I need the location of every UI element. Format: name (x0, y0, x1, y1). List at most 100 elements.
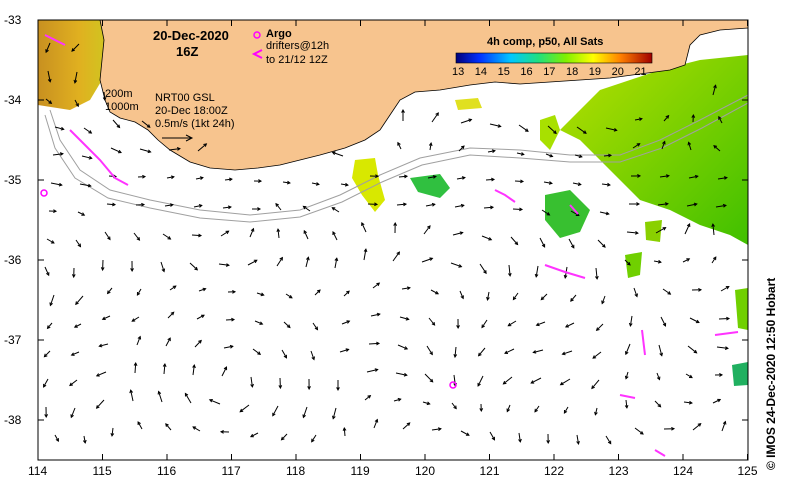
current-vector-head (332, 415, 336, 420)
current-vector (713, 145, 721, 152)
current-vector (45, 98, 52, 104)
current-vector-head (170, 311, 175, 316)
current-vector (281, 349, 287, 359)
map-date-label: 20-Dec-2020 (153, 28, 229, 43)
current-vector (711, 256, 717, 264)
current-vector (303, 205, 311, 212)
current-vector (74, 99, 79, 107)
current-vector-head (396, 251, 401, 256)
current-vector (518, 124, 529, 132)
argo-float-marker (449, 381, 457, 389)
current-vector-head (376, 282, 381, 287)
current-vector-head (534, 408, 538, 413)
current-vector-head (427, 225, 431, 229)
current-vector (601, 183, 610, 186)
current-vector-head (722, 420, 727, 425)
current-vector-head (170, 175, 175, 180)
current-vector (663, 115, 669, 122)
current-vector-head (279, 256, 283, 261)
current-vector-head (592, 355, 597, 359)
current-vector (634, 427, 644, 435)
current-vector-head (363, 248, 368, 253)
current-vector (459, 290, 464, 299)
current-vector (372, 282, 380, 289)
sst-patch-121 (540, 115, 560, 150)
current-vector-head (624, 405, 629, 409)
current-vector-head (257, 207, 262, 211)
current-vector (516, 152, 524, 155)
current-vector (545, 153, 553, 157)
current-vector-head (73, 324, 78, 328)
current-vector (139, 148, 151, 153)
current-vector-head (483, 270, 487, 275)
current-vector (603, 154, 612, 157)
current-vector (477, 375, 484, 387)
current-vector-head (249, 433, 254, 438)
current-vector (712, 224, 715, 236)
current-vector (605, 435, 612, 444)
current-vector-head (227, 205, 232, 210)
drifter-track (544, 264, 586, 279)
current-vector (456, 177, 465, 180)
longitude-tick-label: 125 (737, 464, 758, 478)
current-vector-head (497, 124, 502, 128)
current-vector (75, 295, 84, 305)
current-vector-head (88, 130, 93, 134)
current-vector-head (711, 223, 716, 228)
current-vector (45, 42, 51, 53)
current-vector (460, 119, 472, 124)
current-vector-head (638, 117, 643, 121)
current-vector-head (564, 324, 569, 328)
current-vector-head (130, 268, 134, 273)
current-vector (654, 400, 661, 408)
current-vector-head (101, 316, 106, 320)
current-vector-head (106, 290, 111, 295)
current-vector-head (280, 436, 285, 441)
current-vector (599, 211, 609, 215)
current-vector (395, 372, 407, 376)
current-vector (402, 422, 411, 430)
current-vector-head (431, 202, 436, 207)
current-vector-head (477, 352, 482, 357)
current-vector (112, 119, 120, 128)
current-vector-head (49, 302, 53, 307)
current-vector-head (47, 78, 52, 83)
current-vector-head (275, 202, 279, 207)
current-vector (489, 431, 495, 441)
current-vector (424, 373, 434, 383)
current-vector-head (468, 118, 473, 123)
current-vector-head (671, 426, 676, 431)
current-vector-head (82, 439, 87, 444)
current-vector-head (278, 385, 283, 390)
current-vector (74, 323, 82, 328)
current-vector-head (146, 124, 151, 128)
current-vector-head (43, 353, 48, 358)
current-vector-head (691, 113, 696, 118)
current-vector (373, 419, 378, 429)
current-vector-head (50, 240, 55, 244)
current-vector (487, 291, 490, 300)
drifter-track (641, 329, 646, 356)
current-vector-head (361, 221, 365, 226)
current-vector-head (257, 351, 262, 356)
current-vector (682, 258, 690, 263)
current-vector-head (314, 326, 319, 331)
current-vector (576, 434, 579, 444)
current-vector (193, 204, 202, 208)
current-vector (192, 365, 195, 376)
current-vector (158, 391, 163, 403)
current-vector (483, 206, 494, 209)
current-vector (81, 155, 92, 159)
current-vector-head (662, 322, 667, 327)
current-vector (450, 262, 462, 268)
current-vector-head (332, 231, 336, 236)
current-vector (454, 204, 464, 208)
current-vector-head (518, 438, 522, 443)
current-vector (314, 289, 321, 296)
current-scale-label: 0.5m/s (1kt 24h) (155, 118, 235, 130)
current-vector-head (302, 414, 306, 419)
current-vector (225, 319, 235, 321)
current-vector (110, 147, 122, 154)
current-vector (601, 295, 606, 304)
current-vector (570, 294, 577, 302)
